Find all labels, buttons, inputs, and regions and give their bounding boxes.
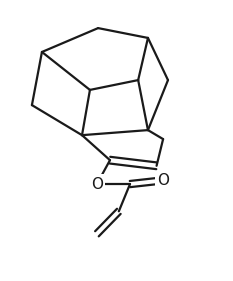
Text: O: O <box>91 176 103 192</box>
Text: O: O <box>157 173 169 188</box>
